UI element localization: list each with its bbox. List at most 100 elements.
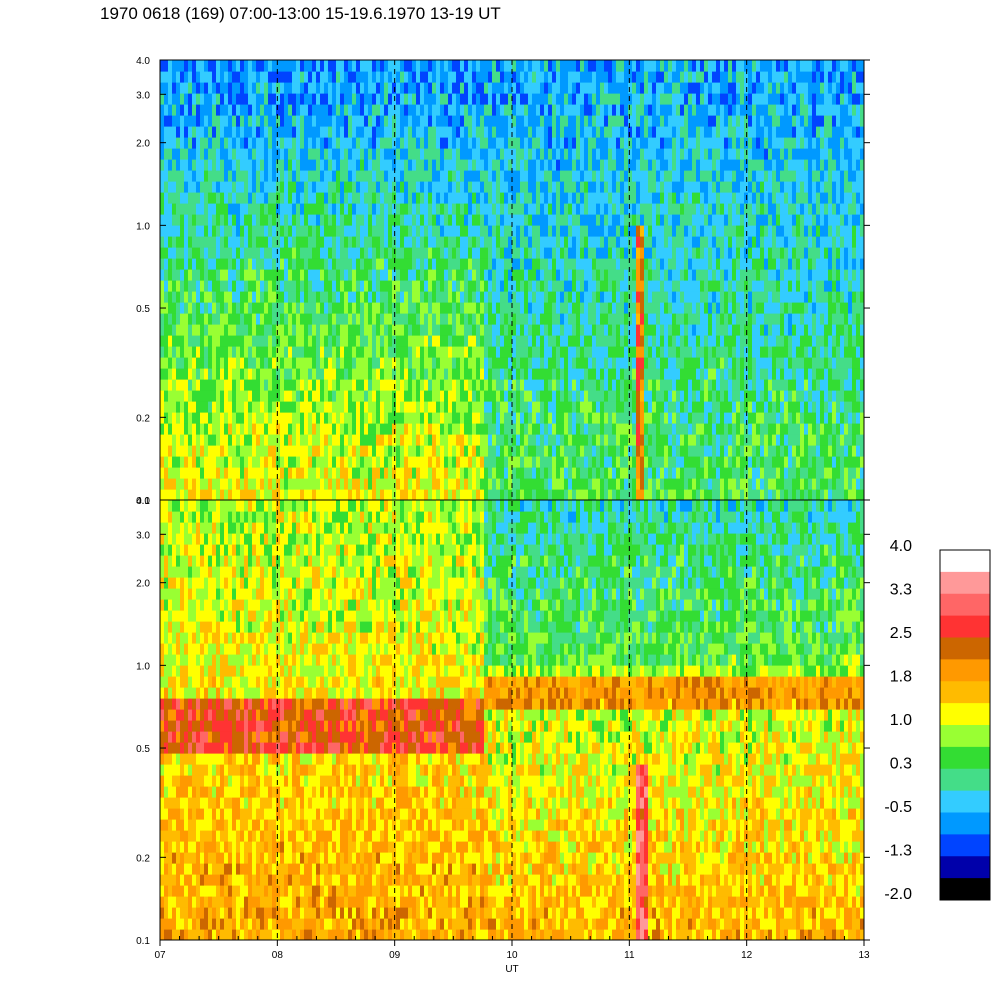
heatmap-cell	[468, 423, 473, 435]
heatmap-cell	[604, 302, 609, 314]
heatmap-cell	[316, 115, 321, 127]
heatmap-cell	[372, 423, 377, 435]
heatmap-cell	[284, 225, 289, 237]
heatmap-cell	[464, 357, 469, 369]
heatmap-cell	[168, 269, 173, 281]
heatmap-cell	[520, 390, 525, 402]
heatmap-cell	[276, 258, 281, 270]
heatmap-cell	[368, 60, 373, 72]
heatmap-cell	[160, 478, 165, 490]
heatmap-cell	[216, 181, 221, 193]
heatmap-cell	[180, 258, 185, 270]
heatmap-cell	[312, 368, 317, 380]
heatmap-cell	[424, 137, 429, 149]
heatmap-cell	[440, 71, 445, 83]
heatmap-cell	[548, 280, 553, 292]
heatmap-cell	[456, 456, 461, 468]
heatmap-cell	[376, 214, 381, 226]
heatmap-cell	[512, 467, 517, 479]
heatmap-cell	[500, 126, 505, 138]
heatmap-cell	[568, 181, 573, 193]
heatmap-cell	[616, 214, 621, 226]
heatmap-cell	[288, 82, 293, 94]
heatmap-cell	[492, 379, 497, 391]
heatmap-cell	[376, 60, 381, 72]
heatmap-cell	[416, 379, 421, 391]
heatmap-cell	[480, 115, 485, 127]
heatmap-cell	[324, 115, 329, 127]
heatmap-cell	[524, 401, 529, 413]
heatmap-cell	[284, 313, 289, 325]
heatmap-cell	[516, 412, 521, 424]
heatmap-cell	[292, 159, 297, 171]
heatmap-cell	[580, 159, 585, 171]
heatmap-cell	[548, 60, 553, 72]
heatmap-cell	[292, 489, 297, 500]
heatmap-cell	[348, 280, 353, 292]
heatmap-cell	[224, 280, 229, 292]
heatmap-cell	[256, 236, 261, 248]
heatmap-cell	[164, 192, 169, 204]
heatmap-cell	[524, 467, 529, 479]
heatmap-cell	[168, 247, 173, 259]
heatmap-cell	[544, 346, 549, 358]
heatmap-cell	[592, 445, 597, 457]
heatmap-cell	[620, 401, 625, 413]
heatmap-cell	[412, 335, 417, 347]
heatmap-cell	[224, 291, 229, 303]
heatmap-cell	[188, 489, 193, 500]
heatmap-cell	[388, 82, 393, 94]
heatmap-cell	[656, 478, 661, 490]
heatmap-cell	[204, 236, 209, 248]
heatmap-cell	[360, 93, 365, 105]
heatmap-cell	[432, 60, 437, 72]
heatmap-cell	[496, 104, 501, 116]
heatmap-cell	[324, 456, 329, 468]
heatmap-cell	[340, 456, 345, 468]
heatmap-cell	[256, 434, 261, 446]
heatmap-cell	[620, 93, 625, 105]
heatmap-cell	[532, 368, 537, 380]
heatmap-cell	[500, 357, 505, 369]
heatmap-cell	[648, 60, 653, 72]
heatmap-cell	[168, 236, 173, 248]
heatmap-cell	[308, 104, 313, 116]
heatmap-cell	[304, 181, 309, 193]
heatmap-cell	[608, 115, 613, 127]
heatmap-cell	[568, 368, 573, 380]
heatmap-cell	[540, 192, 545, 204]
heatmap-cell	[640, 368, 645, 380]
heatmap-cell	[176, 71, 181, 83]
heatmap-cell	[364, 192, 369, 204]
heatmap-cell	[208, 269, 213, 281]
heatmap-cell	[636, 335, 641, 347]
heatmap-cell	[640, 434, 645, 446]
heatmap-cell	[332, 324, 337, 336]
heatmap-cell	[192, 137, 197, 149]
heatmap-cell	[608, 181, 613, 193]
heatmap-cell	[208, 291, 213, 303]
heatmap-cell	[264, 324, 269, 336]
heatmap-cell	[192, 434, 197, 446]
heatmap-cell	[420, 258, 425, 270]
heatmap-cell	[372, 115, 377, 127]
heatmap-cell	[548, 390, 553, 402]
heatmap-cell	[424, 313, 429, 325]
heatmap-cell	[484, 247, 489, 259]
heatmap-cell	[228, 390, 233, 402]
heatmap-cell	[352, 71, 357, 83]
heatmap-cell	[596, 225, 601, 237]
heatmap-cell	[204, 456, 209, 468]
heatmap-cell	[204, 148, 209, 160]
heatmap-cell	[520, 148, 525, 160]
heatmap-cell	[496, 236, 501, 248]
heatmap-cell	[352, 159, 357, 171]
heatmap-cell	[608, 302, 613, 314]
heatmap-cell	[568, 148, 573, 160]
heatmap-cell	[400, 214, 405, 226]
heatmap-cell	[296, 258, 301, 270]
heatmap-cell	[528, 313, 533, 325]
heatmap-cell	[524, 423, 529, 435]
heatmap-cell	[364, 456, 369, 468]
heatmap-cell	[428, 434, 433, 446]
